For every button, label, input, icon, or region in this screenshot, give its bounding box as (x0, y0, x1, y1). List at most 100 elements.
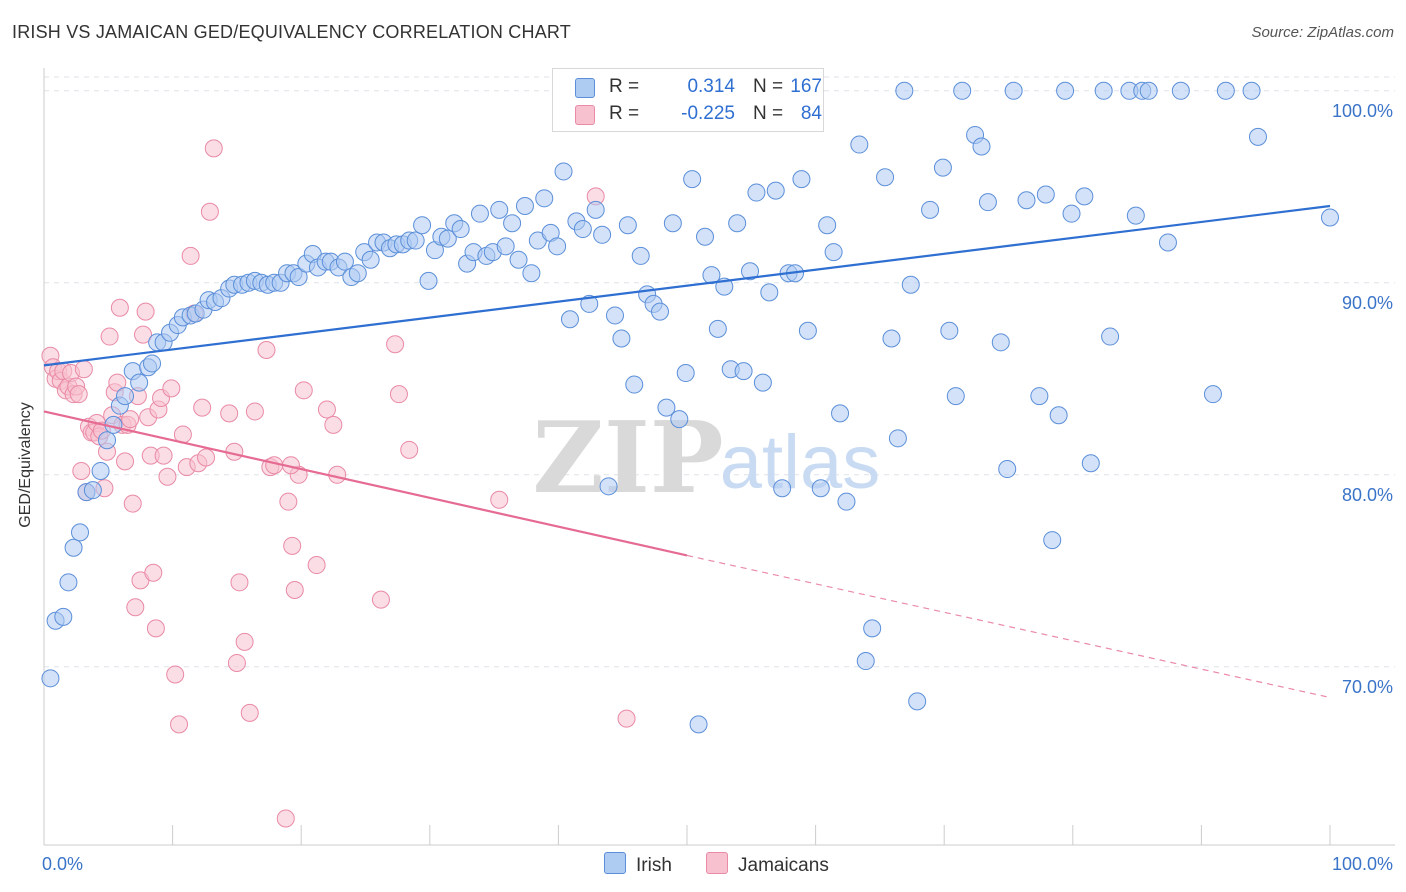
legend-r-label: R = (609, 103, 640, 124)
irish-point (766, 181, 785, 200)
irish-point (71, 523, 90, 542)
irish-point (554, 162, 573, 181)
irish-point (747, 183, 766, 202)
irish-point (560, 310, 579, 329)
irish-point (618, 216, 637, 235)
irish-point (116, 387, 135, 406)
jamaicans-point (245, 402, 264, 421)
irish-point (837, 492, 856, 511)
irish-point (1203, 385, 1222, 404)
irish-point (940, 321, 959, 340)
irish-point (451, 220, 470, 239)
jamaicans-point (108, 373, 127, 392)
irish-point (753, 373, 772, 392)
irish-point (811, 479, 830, 498)
jamaicans-point (72, 461, 91, 480)
irish-point (663, 214, 682, 233)
irish-point (593, 225, 612, 244)
jamaicans-point (154, 446, 173, 465)
jamaicans-legend-swatch (706, 852, 728, 874)
irish-point (348, 264, 367, 283)
irish-point (54, 607, 73, 626)
jamaicans-point (386, 335, 405, 354)
jamaicans-point (166, 665, 185, 684)
irish-point (98, 431, 117, 450)
irish-point (143, 354, 162, 373)
irish-point (419, 271, 438, 290)
irish-point (1075, 187, 1094, 206)
irish-point (953, 81, 972, 100)
irish-point (1321, 208, 1339, 227)
jamaicans-point (324, 415, 343, 434)
irish-point (406, 231, 425, 250)
jamaicans-legend-label: Jamaicans (738, 855, 829, 876)
irish-point (876, 168, 895, 187)
irish-point (1043, 531, 1062, 550)
jamaicans-point (279, 492, 298, 511)
irish-point (1081, 454, 1100, 473)
irish-point (689, 715, 708, 734)
irish-point (1216, 81, 1235, 100)
irish-point (335, 252, 354, 271)
irish-point (1030, 387, 1049, 406)
jamaicans-point (204, 139, 223, 158)
irish-point (863, 619, 882, 638)
irish-point (573, 220, 592, 239)
irish-point (1101, 327, 1120, 346)
irish-point (59, 573, 78, 592)
irish-point (888, 429, 907, 448)
irish-point (998, 460, 1017, 479)
irish-point (438, 229, 457, 248)
irish-point (1036, 185, 1055, 204)
irish-point (895, 81, 914, 100)
irish-point (361, 250, 380, 269)
irish-point (908, 692, 927, 711)
jamaicans-point (240, 703, 259, 722)
irish-point (657, 398, 676, 417)
y-tick-label: 90.0% (1342, 293, 1393, 313)
jamaicans-point (617, 709, 636, 728)
jamaicans-point (116, 452, 135, 471)
irish-point (599, 477, 618, 496)
irish-point (1242, 81, 1261, 100)
irish-point (548, 237, 567, 256)
irish-point (522, 264, 541, 283)
irish-point (503, 214, 522, 233)
jamaicans-points (41, 139, 636, 828)
irish-point (670, 410, 689, 429)
jamaicans-point (181, 246, 200, 265)
jamaicans-point (136, 302, 155, 321)
irish-point (1049, 406, 1068, 425)
jamaicans-point (197, 448, 216, 467)
x-tick-label-left: 0.0% (42, 854, 83, 874)
jamaicans-point (134, 325, 153, 344)
irish-point (41, 669, 60, 688)
irish-point (696, 227, 715, 246)
jamaicans-point (74, 360, 93, 379)
watermark: ZIP atlas (532, 401, 880, 516)
irish-point (991, 333, 1010, 352)
jamaicans-trend-line (43, 410, 688, 557)
irish-point (413, 216, 432, 235)
irish-point (773, 479, 792, 498)
jamaicans-point (283, 536, 302, 555)
irish-point (882, 329, 901, 348)
y-tick-label: 80.0% (1342, 485, 1393, 505)
irish-point (818, 216, 837, 235)
watermark-zip: ZIP (532, 401, 723, 516)
trend-lines (43, 204, 1331, 699)
y-axis-title: GED/Equivalency (17, 402, 34, 527)
irish-point (683, 170, 702, 189)
legend-n-value: 84 (800, 103, 822, 124)
irish-point (509, 250, 528, 269)
y-tick-label: 70.0% (1342, 677, 1393, 697)
irish-points (41, 81, 1339, 734)
irish-point (933, 158, 952, 177)
jamaicans-point (193, 398, 212, 417)
irish-point (1094, 81, 1113, 100)
irish-point (515, 197, 534, 215)
irish-point (978, 193, 997, 212)
jamaicans-point (170, 715, 189, 734)
jamaicans-point (389, 385, 408, 404)
x-tick-label-right: 100.0% (1332, 854, 1393, 874)
